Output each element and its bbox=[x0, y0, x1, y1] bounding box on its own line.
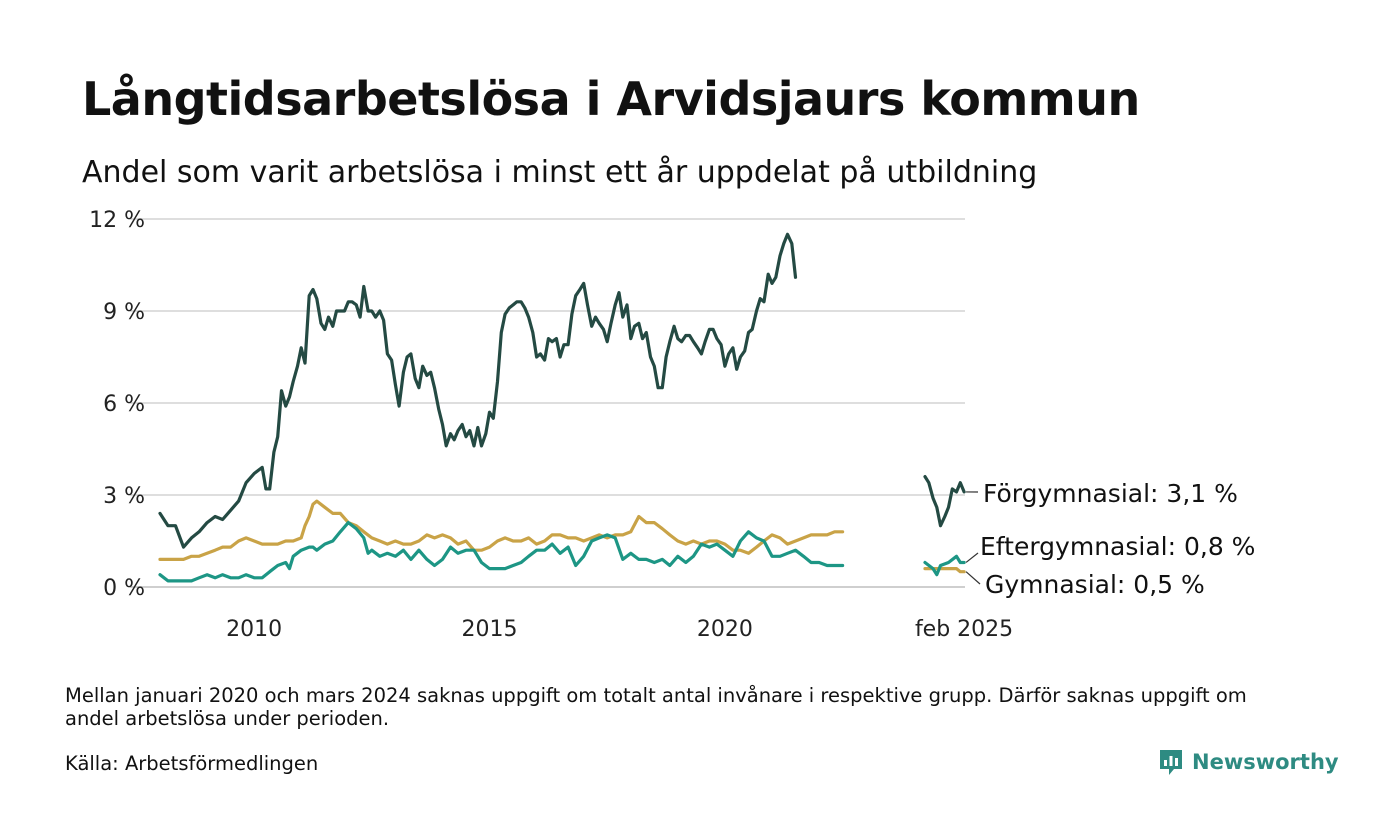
series-end-label-gymnasial: Gymnasial: 0,5 % bbox=[985, 570, 1205, 599]
chart-title: Långtidsarbetslösa i Arvidsjaurs kommun bbox=[82, 72, 1140, 126]
line-chart: 0 % 3 % 6 % 9 % 12 % 2010 2015 2020 feb 2025 Förg… bbox=[89, 208, 1255, 642]
footnote: Mellan januari 2020 och mars 2024 saknas… bbox=[65, 684, 1247, 730]
series-end-label-eftergymnasial: Eftergymnasial: 0,8 % bbox=[980, 532, 1255, 561]
series-line-förgymnasial bbox=[158, 232, 798, 549]
brand: Newsworthy bbox=[1158, 747, 1339, 777]
x-tick-label: 2020 bbox=[697, 617, 753, 642]
newsworthy-logo-icon bbox=[1160, 750, 1182, 775]
y-tick-label: 12 % bbox=[89, 208, 145, 233]
y-tick-label: 0 % bbox=[103, 576, 145, 601]
x-tick-label: 2010 bbox=[226, 617, 282, 642]
series-end-label-förgymnasial: Förgymnasial: 3,1 % bbox=[983, 479, 1238, 508]
series-line-gymnasial bbox=[158, 499, 845, 561]
y-tick-label: 9 % bbox=[103, 300, 145, 325]
source-text: Källa: Arbetsförmedlingen bbox=[65, 752, 319, 775]
chart-subtitle: Andel som varit arbetslösa i minst ett å… bbox=[82, 155, 1038, 190]
x-tick-label: feb 2025 bbox=[915, 617, 1013, 642]
y-tick-label: 3 % bbox=[103, 484, 145, 509]
label-leader-line bbox=[965, 552, 979, 563]
x-tick-label: 2015 bbox=[462, 617, 518, 642]
brand-name: Newsworthy bbox=[1192, 750, 1339, 774]
series-line-gymnasial bbox=[923, 567, 966, 574]
series-line-eftergymnasial bbox=[923, 554, 966, 577]
label-leader-line bbox=[965, 571, 981, 585]
y-tick-label: 6 % bbox=[103, 392, 145, 417]
series-line-förgymnasial bbox=[923, 475, 966, 528]
series-line-eftergymnasial bbox=[158, 521, 845, 583]
